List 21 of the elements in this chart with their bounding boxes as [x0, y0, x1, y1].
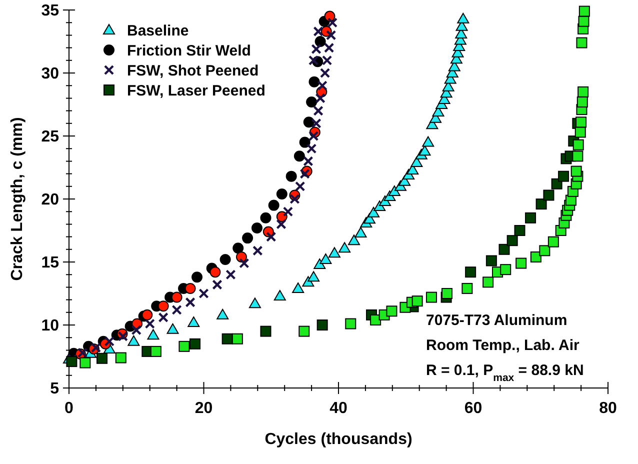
y-tick-label: 25: [41, 128, 60, 146]
x-tick-label: 0: [64, 400, 74, 417]
legend-label: FSW, Shot Peened: [127, 62, 259, 80]
y-tick-label: 20: [41, 192, 60, 209]
y-axis-title: Crack Length, c (mm): [9, 117, 26, 281]
y-tick-label: 30: [41, 66, 60, 83]
y-tick-label: 35: [41, 2, 60, 20]
x-tick-label: 80: [599, 400, 617, 417]
x-tick-label: 20: [194, 400, 213, 417]
annotation: 7075-T73 Aluminum: [426, 312, 568, 329]
annotation: Room Temp., Lab. Air: [426, 337, 580, 354]
annotation: R = 0.1, P$_{max}$ = 88.9 kN: [426, 362, 584, 384]
x-tick-label: 40: [330, 400, 348, 417]
y-tick-label: 5: [50, 380, 60, 398]
x-axis-title: Cycles (thousands): [264, 431, 412, 448]
y-tick-label: 10: [41, 318, 60, 335]
legend-label: Friction Stir Weld: [127, 42, 251, 60]
x-tick-label: 60: [464, 400, 482, 417]
legend-label: Baseline: [127, 22, 189, 40]
y-tick-label: 15: [41, 254, 60, 272]
legend-label: FSW, Laser Peened: [127, 82, 266, 100]
